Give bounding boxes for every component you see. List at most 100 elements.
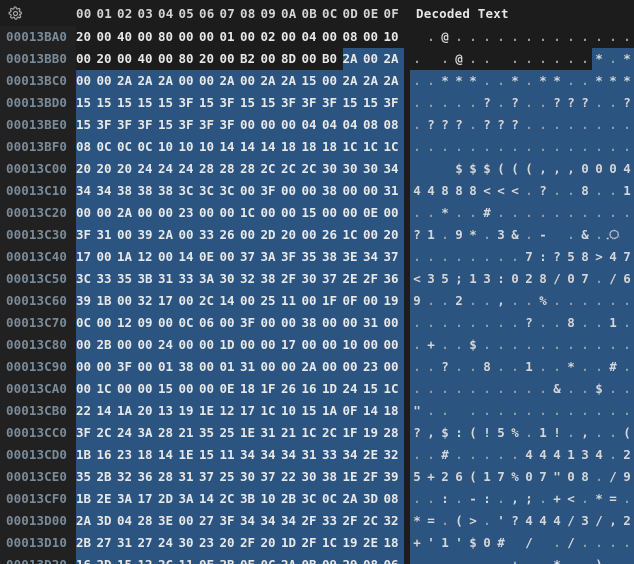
hex-byte-cell[interactable]: 80 xyxy=(178,51,194,66)
decoded-char-cell[interactable]: < xyxy=(494,180,508,202)
decoded-char-cell[interactable]: $ xyxy=(466,532,480,554)
hex-byte-cell[interactable]: 24 xyxy=(137,158,158,180)
decoded-char-cell[interactable]: . xyxy=(452,356,466,378)
decoded-char-cell[interactable]: 1 xyxy=(480,466,494,488)
decoded-char-cell[interactable]: 0 xyxy=(480,532,494,554)
hex-byte-cell[interactable]: 00 xyxy=(260,334,281,356)
hex-byte-cell[interactable]: 2A xyxy=(117,202,138,224)
hex-byte-cell[interactable]: 28 xyxy=(383,422,404,444)
decoded-char-cell[interactable]: . xyxy=(508,312,522,334)
decoded-char-cell[interactable]: 8 xyxy=(438,180,452,202)
hex-byte-cell[interactable]: 39 xyxy=(137,224,158,246)
decoded-char-cell[interactable]: . xyxy=(620,532,634,554)
hex-byte-cell[interactable]: 15 xyxy=(363,378,384,400)
decoded-char-cell[interactable]: , xyxy=(606,510,620,532)
hex-byte-cell[interactable]: 3C xyxy=(301,488,322,510)
decoded-char-cell[interactable]: ( xyxy=(508,158,522,180)
hex-byte-cell[interactable]: 2A xyxy=(342,70,363,92)
decoded-char-cell[interactable]: - xyxy=(466,488,480,510)
decoded-char-cell[interactable]: . xyxy=(522,290,536,312)
hex-byte-cell[interactable]: 04 xyxy=(342,114,363,136)
decoded-char-cell[interactable]: . xyxy=(578,202,592,224)
hex-byte-cell[interactable]: 2A xyxy=(363,70,384,92)
hex-byte-cell[interactable]: 1B xyxy=(96,290,117,312)
hex-byte-cell[interactable]: 00 xyxy=(117,378,138,400)
hex-byte-cell[interactable]: 34 xyxy=(281,444,302,466)
decoded-char-cell[interactable]: ' xyxy=(494,510,508,532)
hex-byte-cell[interactable]: 04 xyxy=(322,114,343,136)
decoded-char-cell[interactable]: . xyxy=(511,29,519,44)
hex-byte-cell[interactable]: 33 xyxy=(178,268,199,290)
decoded-char-cell[interactable]: 7 xyxy=(522,246,536,268)
decoded-char-cell[interactable]: 8 xyxy=(578,466,592,488)
hex-byte-cell[interactable]: 20 xyxy=(219,532,240,554)
hex-byte-cell[interactable]: 1A xyxy=(117,400,138,422)
hex-byte-cell[interactable]: 2A xyxy=(219,70,240,92)
hex-byte-cell[interactable]: 08 xyxy=(76,136,97,158)
hex-byte-cell[interactable]: 1C xyxy=(260,400,281,422)
decoded-char-cell[interactable]: . xyxy=(508,400,522,422)
decoded-char-cell[interactable]: 5 xyxy=(410,466,424,488)
hex-byte-cell[interactable]: 00 xyxy=(281,312,302,334)
hex-byte-cell[interactable]: 40 xyxy=(137,51,153,66)
hex-byte-cell[interactable]: 3F xyxy=(178,114,199,136)
hex-byte-cell[interactable]: 10 xyxy=(178,136,199,158)
decoded-char-cell[interactable]: . xyxy=(522,400,536,422)
decoded-char-cell[interactable]: . xyxy=(452,554,466,564)
decoded-char-cell[interactable]: & xyxy=(508,224,522,246)
decoded-char-cell[interactable]: . xyxy=(494,356,508,378)
hex-byte-cell[interactable]: 3F xyxy=(76,224,97,246)
decoded-char-cell[interactable]: . xyxy=(441,51,449,66)
decoded-char-cell[interactable]: . xyxy=(438,378,452,400)
hex-byte-cell[interactable]: 01 xyxy=(219,356,240,378)
decoded-char-cell[interactable]: . xyxy=(606,554,620,564)
hex-byte-cell[interactable]: 18 xyxy=(281,136,302,158)
hex-byte-cell[interactable]: 00 xyxy=(383,202,404,224)
decoded-char-cell[interactable]: . xyxy=(427,29,435,44)
decoded-char-cell[interactable]: . xyxy=(536,488,550,510)
decoded-char-cell[interactable]: 1 xyxy=(606,312,620,334)
hex-byte-cell[interactable]: 0E xyxy=(199,246,220,268)
decoded-char-cell[interactable]: ) xyxy=(592,554,606,564)
hex-byte-cell[interactable]: 2E xyxy=(363,532,384,554)
hex-byte-cell[interactable]: 31 xyxy=(363,312,384,334)
hex-byte-cell[interactable]: 00 xyxy=(260,51,276,66)
hex-byte-cell[interactable]: 39 xyxy=(383,466,404,488)
decoded-char-cell[interactable]: . xyxy=(424,136,438,158)
decoded-char-cell[interactable]: . xyxy=(424,312,438,334)
decoded-char-cell[interactable]: . xyxy=(620,290,634,312)
hex-byte-cell[interactable]: 35 xyxy=(76,466,97,488)
hex-byte-cell[interactable]: 3F xyxy=(260,180,281,202)
hex-byte-cell[interactable]: 2A xyxy=(137,70,158,92)
decoded-char-cell[interactable]: . xyxy=(466,92,480,114)
decoded-char-cell[interactable]: . xyxy=(564,290,578,312)
hex-byte-cell[interactable]: 39 xyxy=(76,290,97,312)
decoded-char-cell[interactable]: . xyxy=(564,422,578,444)
decoded-char-cell[interactable]: * xyxy=(438,70,452,92)
decoded-char-cell[interactable]: . xyxy=(592,422,606,444)
decoded-char-cell[interactable]: ? xyxy=(508,114,522,136)
hex-byte-cell[interactable]: 0F xyxy=(342,290,363,312)
hex-byte-cell[interactable]: 1A xyxy=(322,400,343,422)
decoded-char-cell[interactable]: . xyxy=(466,444,480,466)
decoded-char-cell[interactable]: ( xyxy=(494,158,508,180)
decoded-char-cell[interactable]: . xyxy=(522,70,536,92)
hex-byte-cell[interactable]: 00 xyxy=(158,202,179,224)
hex-byte-cell[interactable]: 2A xyxy=(342,488,363,510)
decoded-char-cell[interactable]: * xyxy=(592,488,606,510)
decoded-char-cell[interactable]: ; xyxy=(452,268,466,290)
hex-byte-cell[interactable]: 15 xyxy=(158,114,179,136)
decoded-char-cell[interactable]: . xyxy=(578,488,592,510)
hex-byte-cell[interactable]: 01 xyxy=(219,29,235,44)
hex-byte-cell[interactable]: 34 xyxy=(342,444,363,466)
decoded-char-cell[interactable]: . xyxy=(592,202,606,224)
hex-byte-cell[interactable]: 2A xyxy=(76,510,97,532)
hex-byte-cell[interactable]: 34 xyxy=(76,180,97,202)
decoded-char-cell[interactable]: . xyxy=(466,136,480,158)
hex-byte-cell[interactable]: 19 xyxy=(342,532,363,554)
hex-byte-cell[interactable]: 00 xyxy=(178,290,199,312)
decoded-char-cell[interactable]: . xyxy=(578,70,592,92)
hex-row[interactable]: 00013CD0 1B 16 23 18 14 1E 15 11 34 34 34 31 33 34 2E 32… xyxy=(0,444,634,466)
hex-byte-cell[interactable]: 2C xyxy=(158,554,179,564)
hex-byte-cell[interactable]: 00 xyxy=(383,312,404,334)
